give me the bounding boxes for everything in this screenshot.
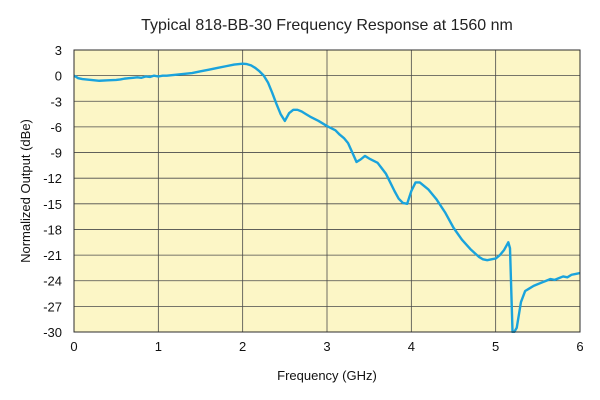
y-tick-label: -3 [50, 94, 62, 109]
y-tick-label: -6 [50, 120, 62, 135]
chart-title: Typical 818-BB-30 Frequency Response at … [141, 17, 513, 34]
y-tick-label: 0 [55, 69, 62, 84]
y-tick-label: -21 [43, 248, 62, 263]
y-tick-label: -15 [43, 197, 62, 212]
y-tick-label: -27 [43, 299, 62, 314]
x-tick-label: 0 [70, 339, 77, 354]
y-tick-label: -18 [43, 222, 62, 237]
y-tick-label: -9 [50, 146, 62, 161]
y-axis-ticks: 3 0 -3 -6 -9 -12 -15 -18 -21 -24 -27 -30 [43, 43, 62, 340]
x-tick-label: 5 [492, 339, 499, 354]
x-tick-label: 4 [408, 339, 415, 354]
x-axis-ticks: 0 1 2 3 4 5 6 [70, 339, 583, 354]
x-tick-label: 1 [155, 339, 162, 354]
y-axis-label: Normalized Output (dBe) [18, 119, 33, 263]
x-axis-label: Frequency (GHz) [277, 368, 377, 383]
y-tick-label: -30 [43, 325, 62, 340]
y-tick-label: -24 [43, 274, 62, 289]
y-tick-label: -12 [43, 171, 62, 186]
y-tick-label: 3 [55, 43, 62, 58]
x-tick-label: 6 [576, 339, 583, 354]
plot-frame [73, 49, 581, 333]
x-tick-label: 2 [239, 339, 246, 354]
x-tick-label: 3 [323, 339, 330, 354]
